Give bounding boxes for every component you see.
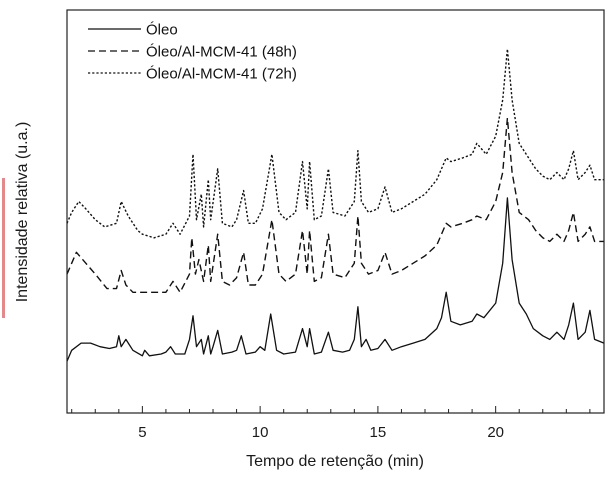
x-tick-label: 15	[370, 424, 387, 441]
series-layer	[66, 48, 605, 362]
x-tick-label: 20	[487, 424, 504, 441]
legend-label-2: Óleo/Al-MCM-41 (48h)	[146, 44, 297, 61]
series-line-3	[66, 48, 604, 239]
side-red-mark	[2, 178, 5, 318]
series-line-1	[66, 197, 605, 362]
x-tick-label: 5	[138, 424, 146, 441]
legend-label-3: Óleo/Al-MCM-41 (72h)	[146, 66, 297, 83]
legend: Óleo Óleo/Al-MCM-41 (48h) Óleo/Al-MCM-41 (…	[88, 22, 297, 83]
plot-frame	[66, 9, 605, 414]
x-tick-label: 10	[252, 424, 269, 441]
x-axis-ticks: 5 10 15 20	[71, 406, 591, 441]
y-axis-title: Intensidade relativa (u.a.)	[14, 122, 31, 303]
series-line-2	[66, 117, 604, 293]
x-axis-title: Tempo de retenção (min)	[246, 453, 424, 470]
legend-label-1: Óleo	[146, 22, 178, 39]
